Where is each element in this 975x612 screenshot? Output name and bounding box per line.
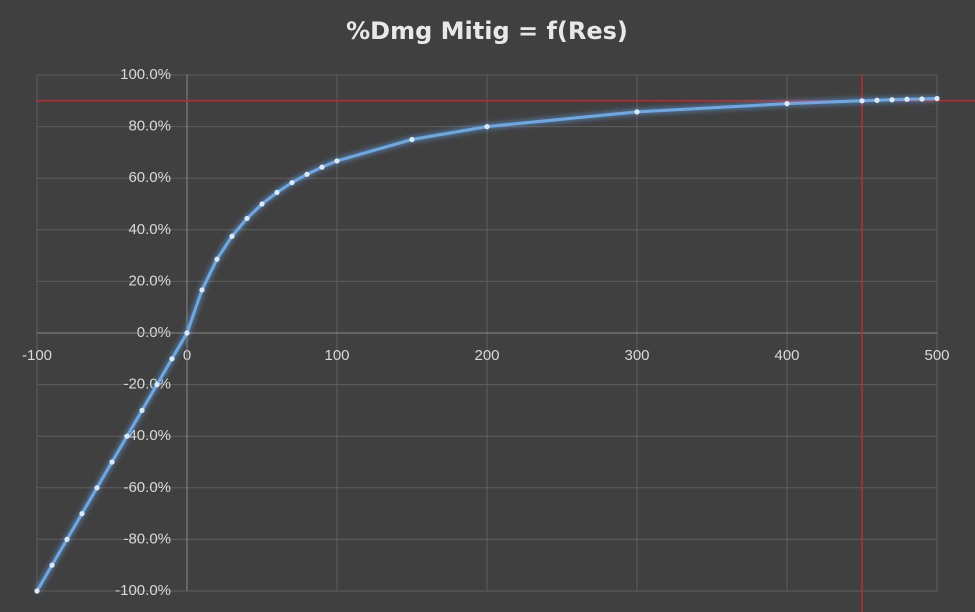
x-tick-label: 400 bbox=[774, 347, 799, 364]
x-tick-label: 300 bbox=[624, 347, 649, 364]
data-point bbox=[274, 189, 280, 195]
y-tick-label: 60.0% bbox=[128, 169, 171, 186]
data-point bbox=[859, 98, 865, 104]
data-point bbox=[109, 459, 115, 465]
data-point bbox=[319, 164, 325, 170]
y-tick-label: -60.0% bbox=[123, 479, 171, 496]
data-point bbox=[244, 215, 250, 222]
chart-title: %Dmg Mitig = f(Res) bbox=[346, 17, 628, 45]
data-point bbox=[784, 101, 790, 107]
data-point bbox=[409, 136, 415, 143]
data-point bbox=[934, 95, 940, 102]
y-tick-label: -100.0% bbox=[115, 582, 171, 599]
data-point bbox=[304, 171, 310, 177]
data-point bbox=[94, 485, 100, 491]
x-tick-label: 100 bbox=[324, 347, 349, 364]
data-point bbox=[34, 588, 40, 594]
data-point bbox=[49, 562, 55, 568]
data-point bbox=[154, 382, 160, 388]
y-tick-label: -80.0% bbox=[123, 530, 171, 547]
data-point bbox=[64, 536, 70, 543]
y-tick-label: 80.0% bbox=[128, 118, 171, 135]
data-point bbox=[334, 158, 340, 164]
data-point bbox=[889, 97, 895, 103]
data-point bbox=[289, 179, 295, 186]
data-point bbox=[904, 96, 910, 102]
y-tick-label: -40.0% bbox=[123, 427, 171, 444]
y-tick-label: 100.0% bbox=[120, 66, 171, 83]
y-tick-label: -20.0% bbox=[123, 376, 171, 393]
data-point bbox=[199, 287, 205, 293]
data-point bbox=[184, 330, 190, 336]
x-tick-label: -100 bbox=[22, 347, 52, 364]
data-point bbox=[259, 201, 265, 207]
data-point bbox=[139, 407, 145, 413]
data-point bbox=[124, 433, 130, 439]
data-point bbox=[919, 96, 925, 102]
data-point bbox=[874, 97, 880, 103]
data-point bbox=[484, 124, 490, 130]
y-tick-label: 20.0% bbox=[128, 272, 171, 289]
x-tick-label: 500 bbox=[924, 347, 949, 364]
x-tick-label: 200 bbox=[474, 347, 499, 364]
data-point bbox=[634, 109, 640, 115]
data-point bbox=[79, 510, 85, 517]
data-point bbox=[229, 233, 235, 239]
data-point bbox=[169, 356, 175, 362]
y-tick-label: 0.0% bbox=[137, 324, 171, 341]
data-point bbox=[214, 256, 220, 262]
y-tick-label: 40.0% bbox=[128, 221, 171, 238]
